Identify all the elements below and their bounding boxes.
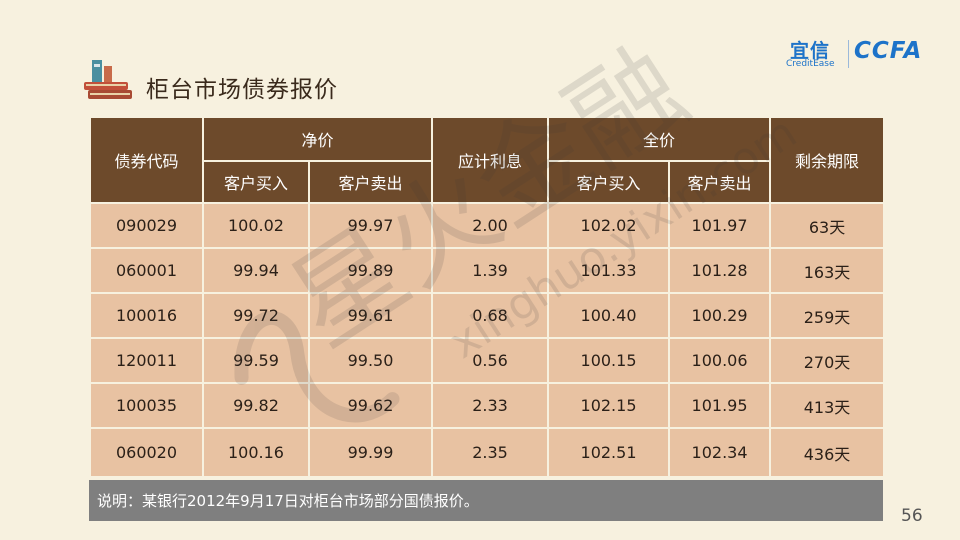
cell-interest: 0.56 xyxy=(431,337,550,384)
cell-code: 100016 xyxy=(89,292,204,339)
cell-code: 120011 xyxy=(89,337,204,384)
creditease-logo-cn: 宜信 xyxy=(790,40,831,62)
cell-interest: 0.68 xyxy=(431,292,550,339)
cell-net-buy: 99.59 xyxy=(202,337,310,384)
cell-net-sell: 99.50 xyxy=(307,337,434,384)
header-net-client-buy: 客户买入 xyxy=(202,160,310,204)
cell-full-buy: 101.33 xyxy=(547,247,671,294)
cell-term: 259天 xyxy=(769,292,886,339)
cell-net-sell: 99.99 xyxy=(307,427,434,478)
cell-full-sell: 101.95 xyxy=(668,382,772,429)
cell-net-buy: 99.72 xyxy=(202,292,310,339)
cell-term: 270天 xyxy=(769,337,886,384)
header-full-client-sell: 客户卖出 xyxy=(668,160,772,204)
cell-full-sell: 100.06 xyxy=(668,337,772,384)
cell-net-sell: 99.62 xyxy=(307,382,434,429)
cell-interest: 1.39 xyxy=(431,247,550,294)
books-icon xyxy=(84,60,132,99)
cell-interest: 2.35 xyxy=(431,427,550,478)
table-row: 100035 99.82 99.62 2.33 102.15 101.95 41… xyxy=(89,382,886,429)
cell-net-sell: 99.89 xyxy=(307,247,434,294)
cell-interest: 2.33 xyxy=(431,382,550,429)
header-code: 债券代码 xyxy=(89,116,204,204)
cell-net-buy: 99.94 xyxy=(202,247,310,294)
cell-net-sell: 99.61 xyxy=(307,292,434,339)
cell-code: 060001 xyxy=(89,247,204,294)
cell-interest: 2.00 xyxy=(431,202,550,249)
cell-full-sell: 102.34 xyxy=(668,427,772,478)
bond-quote-table: 债券代码 净价 应计利息 全价 剩余期限 客户买入 客户卖出 客户买入 客户卖出… xyxy=(89,116,886,478)
table-row: 060020 100.16 99.99 2.35 102.51 102.34 4… xyxy=(89,427,886,478)
cell-net-sell: 99.97 xyxy=(307,202,434,249)
creditease-logo: 宜信 CreditEase xyxy=(786,36,844,70)
cell-term: 436天 xyxy=(769,427,886,478)
cell-full-buy: 100.40 xyxy=(547,292,671,339)
header-full-client-buy: 客户买入 xyxy=(547,160,671,204)
header-net-price: 净价 xyxy=(201,116,434,162)
cell-code: 100035 xyxy=(89,382,204,429)
cell-code: 060020 xyxy=(89,427,204,478)
cell-term: 413天 xyxy=(769,382,886,429)
table-row: 100016 99.72 99.61 0.68 100.40 100.29 25… xyxy=(89,292,886,339)
cell-full-buy: 102.51 xyxy=(547,427,671,478)
header-net-client-sell: 客户卖出 xyxy=(307,160,434,204)
cell-net-buy: 100.16 xyxy=(202,427,310,478)
table-row: 060001 99.94 99.89 1.39 101.33 101.28 16… xyxy=(89,247,886,294)
cell-full-sell: 101.28 xyxy=(668,247,772,294)
creditease-logo-en: CreditEase xyxy=(786,59,835,69)
cell-full-buy: 102.15 xyxy=(547,382,671,429)
note-bar: 说明：某银行2012年9月17日对柜台市场部分国债报价。 xyxy=(89,480,883,521)
page-number: 56 xyxy=(901,506,923,526)
cell-full-buy: 100.15 xyxy=(547,337,671,384)
cell-net-buy: 99.82 xyxy=(202,382,310,429)
cell-full-buy: 102.02 xyxy=(547,202,671,249)
cell-code: 090029 xyxy=(89,202,204,249)
header-accrued-interest: 应计利息 xyxy=(431,116,550,204)
cell-term: 163天 xyxy=(769,247,886,294)
table-row: 120011 99.59 99.50 0.56 100.15 100.06 27… xyxy=(89,337,886,384)
note-text: 说明：某银行2012年9月17日对柜台市场部分国债报价。 xyxy=(97,492,479,510)
cell-term: 63天 xyxy=(769,202,886,249)
cell-full-sell: 100.29 xyxy=(668,292,772,339)
header-remaining-term: 剩余期限 xyxy=(769,116,886,204)
page-title: 柜台市场债券报价 xyxy=(146,77,338,103)
table-row: 090029 100.02 99.97 2.00 102.02 101.97 6… xyxy=(89,202,886,249)
cell-full-sell: 101.97 xyxy=(668,202,772,249)
header-full-price: 全价 xyxy=(547,116,772,162)
cell-net-buy: 100.02 xyxy=(202,202,310,249)
logo-divider xyxy=(848,40,849,68)
ccfa-logo: CCFA xyxy=(854,38,923,64)
